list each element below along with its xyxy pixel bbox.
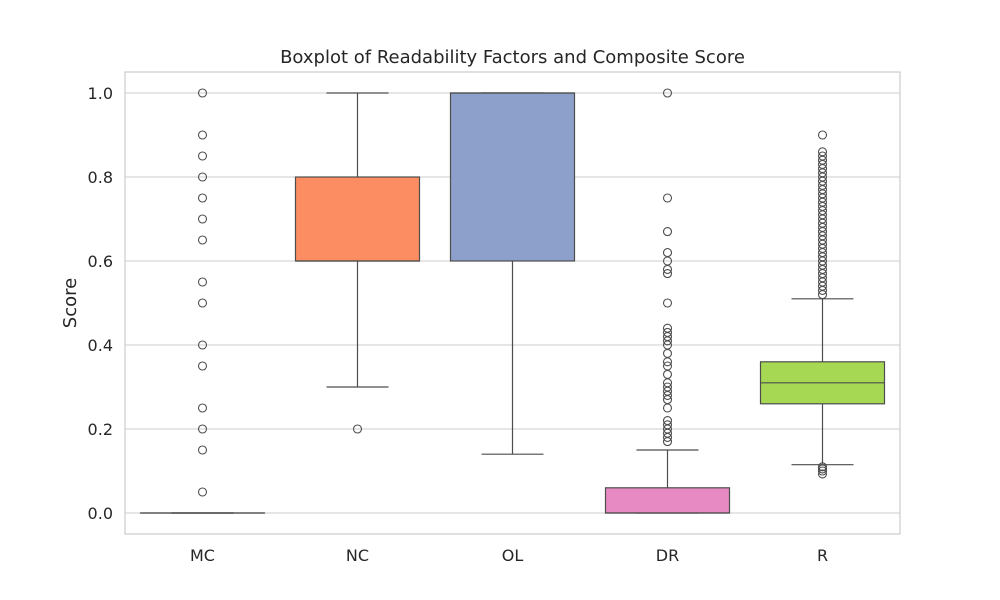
outlier-point (662, 403, 673, 413)
outlier-point (197, 214, 208, 224)
outlier-point (662, 361, 673, 371)
outlier-point (662, 323, 673, 333)
outlier-point (662, 298, 673, 308)
x-tick-label: NC (346, 546, 369, 565)
outlier-point (197, 424, 208, 434)
outlier-point (817, 147, 828, 157)
outlier-point (662, 420, 673, 430)
tick-layer: 0.0 0.2 0.4 0.6 0.8 1.0 MC NC OL DR R (88, 84, 829, 565)
outlier-point (197, 88, 208, 98)
outlier-point (662, 416, 673, 426)
box-group-dr (604, 88, 731, 514)
y-tick-label: 0.6 (88, 252, 113, 271)
y-tick-label: 0.8 (88, 168, 113, 187)
outlier-point (662, 227, 673, 237)
outlier-point (662, 348, 673, 358)
outlier-point (197, 172, 208, 182)
outlier-point (197, 151, 208, 161)
x-tick-label: OL (502, 546, 524, 565)
box-group-nc (294, 92, 421, 434)
chart-title: Boxplot of Readability Factors and Compo… (280, 47, 745, 68)
plot-frame (124, 71, 901, 535)
box-layer (139, 88, 886, 514)
outlier-point (817, 130, 828, 140)
outlier-point (197, 277, 208, 287)
outlier-point (197, 193, 208, 203)
outlier-point (197, 487, 208, 497)
outlier-point (352, 424, 363, 434)
x-tick-label: DR (656, 546, 679, 565)
outlier-point (817, 469, 828, 479)
outlier-point (662, 248, 673, 258)
outlier-point (197, 298, 208, 308)
outlier-point (662, 193, 673, 203)
outlier-point (662, 327, 673, 337)
outlier-point (197, 235, 208, 245)
outlier-point (662, 369, 673, 379)
y-tick-label: 0.2 (88, 420, 113, 439)
y-tick-label: 1.0 (88, 84, 113, 103)
x-tick-label: R (817, 546, 828, 565)
outlier-point (662, 382, 673, 392)
box-iqr (294, 176, 421, 262)
outlier-point (662, 88, 673, 98)
y-tick-label: 0.4 (88, 336, 113, 355)
outlier-point (197, 403, 208, 413)
box-iqr (449, 92, 576, 262)
outlier-point (197, 340, 208, 350)
outlier-point (197, 445, 208, 455)
outlier-point (197, 361, 208, 371)
outlier-point (197, 130, 208, 140)
box-group-mc (139, 88, 266, 514)
outlier-point (662, 269, 673, 279)
outlier-point (817, 462, 828, 472)
box-group-r (759, 130, 886, 479)
outlier-point (817, 151, 828, 161)
x-tick-label: MC (190, 546, 215, 565)
y-tick-label: 0.0 (88, 504, 113, 523)
box-group-ol (449, 92, 576, 455)
box-iqr (604, 487, 731, 514)
y-axis-label: Score (60, 278, 81, 328)
